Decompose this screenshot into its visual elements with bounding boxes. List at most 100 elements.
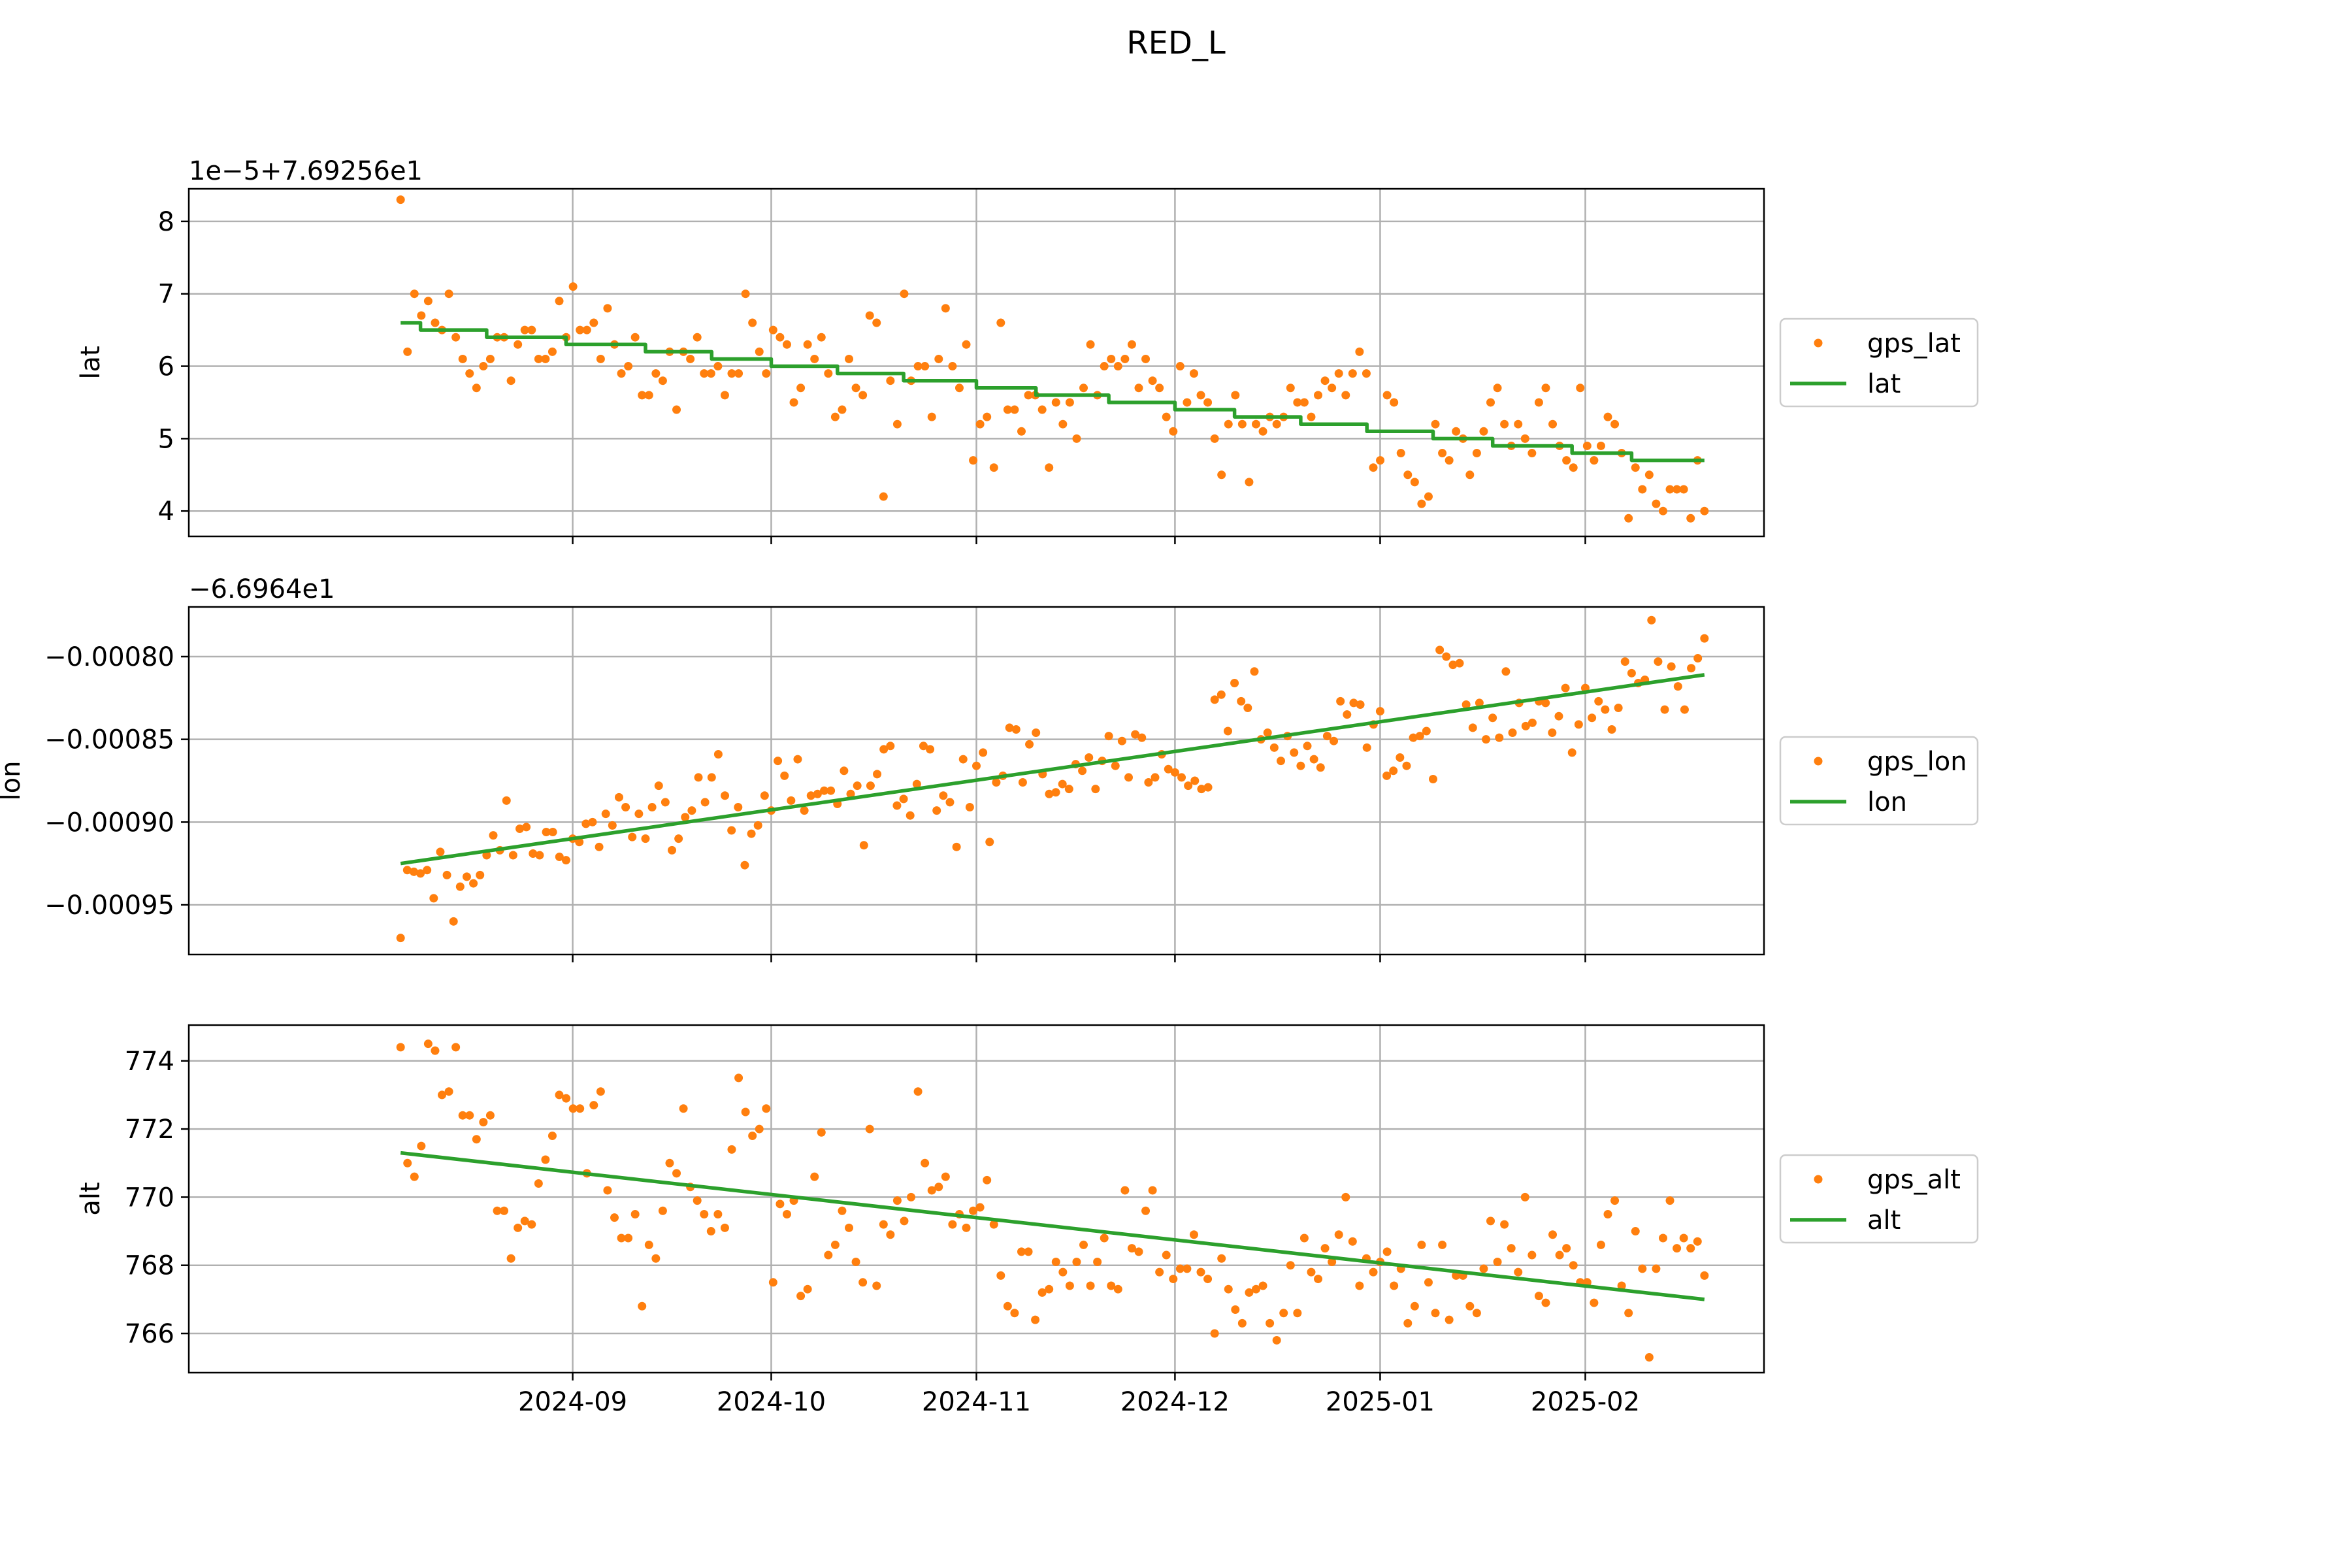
gps_lon-point: [1177, 773, 1186, 782]
gps_lon-point: [608, 821, 617, 830]
gps_lon-point: [555, 853, 564, 862]
gps_lat-point: [403, 347, 412, 356]
gps_alt-point: [1465, 1301, 1475, 1311]
gps_lon-point: [1488, 713, 1497, 723]
axes-frame: [188, 606, 1765, 956]
subplot-lon: −0.00095 −0.00090 −0.00085 −0.00080 lon −6.69…: [0, 574, 1979, 962]
gps_lon-point: [932, 806, 941, 815]
gps_alt-point: [1189, 1230, 1198, 1239]
gps_alt-point: [1314, 1275, 1323, 1284]
gps_lat-point: [1438, 449, 1447, 458]
gps_lon-point: [1389, 766, 1398, 776]
gps_lon-point: [614, 792, 623, 802]
gps_lat-point: [444, 289, 453, 299]
gps_lat-point: [1299, 398, 1309, 407]
gps_alt-point: [1017, 1247, 1026, 1256]
gps_lat-point: [1320, 376, 1330, 385]
gps_lat-point: [506, 376, 515, 385]
x-tick-label: 2025-02: [1531, 1387, 1640, 1417]
gps_alt-point: [803, 1284, 812, 1294]
gps_lat-point: [547, 347, 557, 356]
gps_alt-point: [534, 1179, 543, 1188]
gps_alt-point: [658, 1206, 667, 1215]
gps_lat-point: [817, 333, 826, 342]
gps_lat-point: [1196, 391, 1205, 400]
gps_lat-point: [1224, 419, 1233, 429]
gps_lon-point: [879, 745, 889, 754]
gps_lat-point: [1189, 369, 1198, 378]
gps_alt-point: [630, 1209, 640, 1218]
gps_lon-point: [1263, 728, 1272, 738]
gps_lat-point: [892, 419, 902, 429]
gps_lat-point: [1527, 449, 1537, 458]
gps_lat-point: [1582, 441, 1592, 450]
gps_lat-point: [782, 340, 791, 349]
gps_lat-point: [845, 354, 854, 363]
gps_lon-point: [1627, 668, 1636, 678]
gps_lat-point: [927, 412, 936, 421]
gps_lon-point: [515, 824, 525, 833]
gps_alt-point: [810, 1172, 819, 1181]
gps_lat-point: [644, 391, 653, 400]
gps_lon-point: [1276, 757, 1285, 766]
gps_alt-point: [1148, 1186, 1157, 1195]
gps_alt-point: [762, 1104, 771, 1113]
gps_lat-point: [1355, 347, 1364, 356]
gps_lat-point: [1162, 412, 1171, 421]
axis-offset-label: −6.6964e1: [189, 574, 335, 604]
gps_alt-point: [444, 1087, 453, 1096]
gps_alt-point: [1417, 1240, 1426, 1249]
gps_alt-point: [1493, 1257, 1502, 1266]
gps_lon-point: [1032, 728, 1041, 738]
gps_alt-point: [1472, 1309, 1481, 1318]
gps_lat-point: [423, 297, 433, 306]
gps_lon-point: [1349, 698, 1358, 708]
gps_lat-point: [996, 318, 1005, 327]
gps_lon-point: [866, 781, 875, 791]
gps_alt-point: [1382, 1247, 1392, 1256]
gps_lat-point: [934, 354, 943, 363]
plot-area: [396, 195, 1709, 523]
gps_alt-point: [1183, 1264, 1192, 1273]
gps_alt-point: [1486, 1217, 1495, 1226]
gps_lon-point: [1495, 733, 1504, 742]
gps_lon-point: [1230, 679, 1239, 688]
gps_lat-point: [1431, 419, 1440, 429]
gps_lon-point: [1594, 696, 1603, 706]
gps_alt-point: [1024, 1247, 1033, 1256]
gps_alt-point: [1224, 1284, 1233, 1294]
gps_alt-point: [1113, 1284, 1122, 1294]
gps_lon-point: [661, 798, 670, 807]
gps_lon-point: [1375, 707, 1384, 716]
gps_alt-point: [962, 1223, 971, 1232]
gps_lat-point: [796, 384, 806, 393]
gps_lon-point: [1223, 727, 1232, 736]
gps_lat-point: [1237, 419, 1247, 429]
gps_lat-point: [913, 362, 923, 371]
gps_lat-point: [693, 333, 702, 342]
gps_lon-point: [886, 742, 895, 751]
gps_alt-point: [396, 1043, 405, 1052]
gps_lon-point: [654, 781, 663, 791]
gps_lon-point: [787, 796, 796, 805]
gps_lat-point: [948, 362, 957, 371]
gps_alt-point: [851, 1257, 860, 1266]
gps_lon-point: [846, 789, 855, 798]
gps_lon-point: [972, 761, 981, 770]
gps_alt-point: [1037, 1288, 1047, 1297]
gps_lon-point: [1005, 723, 1014, 732]
gps_lat-point: [630, 333, 640, 342]
gps_lon-point: [409, 867, 418, 876]
gps_lat-point: [1534, 398, 1543, 407]
gps_lat-point: [1100, 362, 1109, 371]
gps_alt-point: [1196, 1267, 1205, 1277]
gps_lat-point: [879, 492, 888, 501]
gps_alt-point: [431, 1046, 440, 1055]
gps_alt-point: [1562, 1244, 1571, 1253]
y-tick-label: 768: [125, 1251, 174, 1281]
gps_lon-point: [694, 773, 703, 782]
gps_lon-point: [1058, 779, 1067, 789]
legend-label-alt: alt: [1867, 1205, 1901, 1235]
gps_alt-point: [727, 1145, 736, 1154]
gps_alt-point: [700, 1209, 709, 1218]
